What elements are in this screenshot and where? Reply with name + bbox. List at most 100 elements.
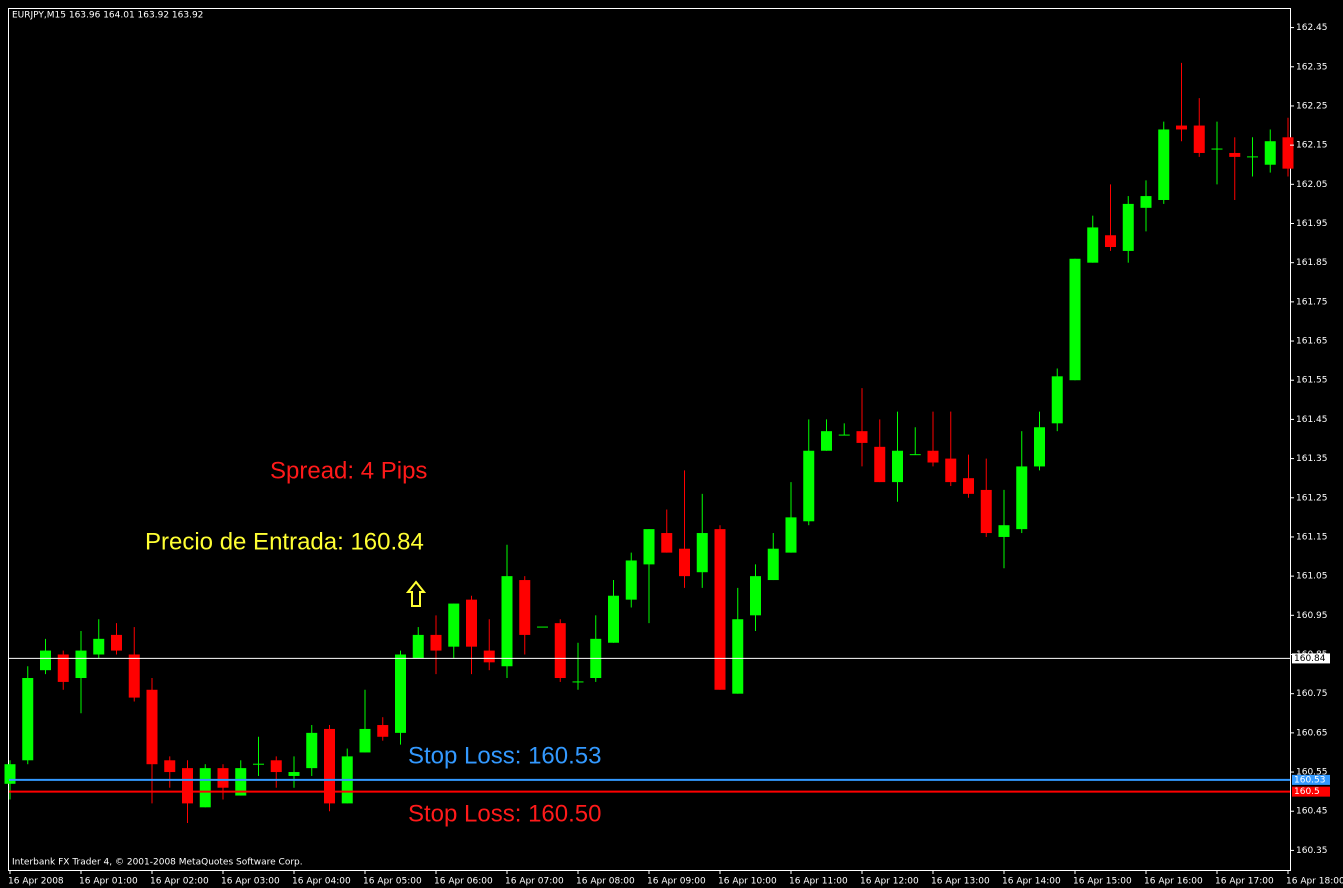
x-tick-label: 16 Apr 12:00 — [860, 877, 919, 887]
candle-body — [519, 580, 531, 635]
y-tick-label: 161.55 — [1296, 376, 1328, 386]
candle-body — [377, 725, 389, 737]
candle-body — [1176, 125, 1187, 130]
x-tick-label: 16 Apr 07:00 — [505, 877, 564, 887]
candle-body — [182, 768, 193, 804]
x-tick-label: 16 Apr 16:00 — [1144, 877, 1203, 887]
y-tick-label: 160.45 — [1296, 807, 1328, 817]
candle-body — [696, 533, 708, 573]
footer: Interbank FX Trader 4, © 2001-2008 MetaQ… — [12, 858, 303, 868]
candle-body — [270, 760, 282, 773]
x-tick-label: 16 Apr 05:00 — [363, 877, 422, 887]
candle-body — [785, 517, 797, 553]
x-tick-label: 16 Apr 2008 — [8, 877, 64, 887]
candle-body — [288, 772, 300, 776]
candle-body — [998, 525, 1010, 537]
candle-body — [217, 768, 229, 788]
candle-body — [608, 595, 619, 643]
y-tick-label: 161.75 — [1296, 297, 1328, 307]
candle-body — [235, 768, 247, 796]
y-tick-label: 161.65 — [1296, 337, 1328, 347]
candle-body — [1229, 152, 1241, 157]
candle-body — [164, 760, 176, 773]
y-tick-label: 161.45 — [1296, 415, 1328, 425]
marks — [4, 62, 1294, 823]
x-tick-label: 16 Apr 01:00 — [79, 877, 138, 887]
x-tick-label: 16 Apr 04:00 — [292, 877, 351, 887]
x-tick-label: 16 Apr 02:00 — [150, 877, 209, 887]
candle-body — [909, 454, 921, 456]
candle-body — [980, 489, 992, 534]
candle-body — [927, 450, 939, 463]
y-tick-label: 161.05 — [1296, 572, 1328, 582]
x-tick-label: 16 Apr 03:00 — [221, 877, 280, 887]
candle-body — [1264, 141, 1276, 165]
y-tick-label: 160.95 — [1296, 611, 1328, 621]
candle-body — [306, 732, 318, 769]
candle-body — [1105, 235, 1116, 248]
candle-body — [643, 529, 655, 565]
candle-body — [111, 634, 122, 651]
annotation: Precio de Entrada: 160.84 — [145, 528, 424, 555]
y-tick-label: 162.15 — [1296, 141, 1328, 151]
price-tag — [1292, 786, 1330, 797]
y-tick-label: 160.75 — [1296, 689, 1328, 699]
candle-body — [93, 638, 105, 655]
candle-body — [1140, 196, 1152, 208]
candle-body — [253, 763, 264, 765]
annotation: Stop Loss: 160.50 — [408, 800, 601, 827]
y-tick-label: 161.95 — [1296, 219, 1328, 229]
candle-body — [714, 529, 726, 690]
y-tick-label: 161.25 — [1296, 493, 1328, 503]
candle-body — [128, 654, 140, 698]
candle-body — [892, 450, 903, 483]
candle-body — [572, 681, 584, 683]
candle-body — [874, 446, 886, 483]
x-tick-label: 16 Apr 11:00 — [789, 877, 848, 887]
candle-body — [359, 728, 371, 753]
candle-body — [40, 650, 51, 671]
x-tick-label: 16 Apr 18:00 — [1286, 877, 1343, 887]
candle-body — [803, 450, 815, 522]
candle-body — [1051, 376, 1063, 424]
candle-body — [324, 728, 335, 804]
annotation: Stop Loss: 160.53 — [408, 742, 601, 769]
price-tag-label: 160.5 — [1294, 787, 1320, 797]
candle-body — [1016, 466, 1028, 530]
candle-body — [1193, 125, 1205, 153]
candle-body — [821, 431, 832, 451]
entry-arrow — [405, 580, 427, 607]
candle-body — [945, 458, 957, 483]
candle-body — [1034, 427, 1045, 467]
price-tag — [1292, 653, 1330, 664]
candle-body — [412, 634, 424, 659]
candle-body — [963, 478, 974, 494]
price-tag — [1292, 774, 1330, 785]
candle-body — [4, 764, 16, 784]
x-tick-label: 16 Apr 13:00 — [931, 877, 990, 887]
y-tick-label: 160.65 — [1296, 728, 1328, 738]
price-tag-label: 160.84 — [1294, 654, 1326, 664]
candle-body — [679, 548, 690, 577]
chart-title: EURJPY,M15 163.96 164.01 163.92 163.92 — [12, 11, 203, 21]
candle-body — [554, 623, 566, 679]
candle-body — [1069, 258, 1081, 381]
candle-body — [199, 768, 211, 808]
candle-body — [483, 650, 495, 663]
candle-body — [1247, 156, 1258, 158]
price-tag-label: 160.53 — [1294, 775, 1326, 785]
candle-body — [1211, 148, 1223, 150]
x-tick-label: 16 Apr 10:00 — [718, 877, 777, 887]
x-tick-label: 16 Apr 08:00 — [576, 877, 635, 887]
candle-body — [75, 650, 87, 679]
x-tick-label: 16 Apr 06:00 — [434, 877, 493, 887]
candle-body — [1158, 129, 1170, 200]
candle-body — [732, 619, 744, 694]
y-tick-label: 160.55 — [1296, 768, 1328, 778]
x-tick-label: 16 Apr 09:00 — [647, 877, 706, 887]
x-tick-label: 16 Apr 14:00 — [1002, 877, 1061, 887]
candle-body — [750, 576, 761, 616]
candle-body — [501, 576, 513, 667]
